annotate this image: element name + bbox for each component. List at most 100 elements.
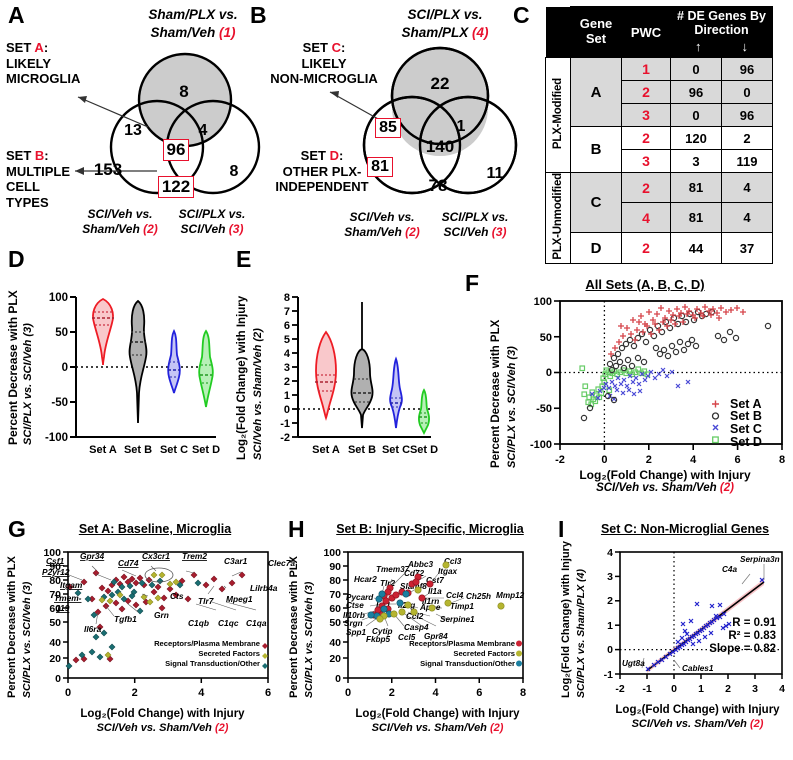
gene-label: Cd72 — [404, 569, 424, 578]
violin-set-b — [128, 299, 148, 424]
svg-text:100: 100 — [43, 547, 61, 559]
panel-b-bottom-right-label: SCI/PLX vs. SCI/Veh (3) — [441, 210, 509, 239]
gene-label: Spp1 — [346, 628, 366, 637]
panel-b-set-d-label: SET D: OTHER PLX- INDEPENDENT — [275, 148, 369, 195]
legend-label: Receptors/Plasma Membrane — [154, 639, 260, 648]
stat-r2: R² = 0.83 — [728, 630, 776, 642]
panel-b-top-label: SCI/PLX vs. Sham/PLX (4) — [401, 7, 489, 41]
cell-up: 44 — [670, 232, 722, 264]
venn-b-count-top-left-box: 85 — [366, 118, 410, 138]
legend-marker-signal — [262, 663, 268, 669]
gene-label: Srgn — [344, 619, 363, 628]
svg-text:-100: -100 — [45, 432, 68, 444]
cell-pwc: 2 — [621, 232, 671, 264]
cell-pwc: 4 — [621, 202, 671, 234]
panel-h-title: Set B: Injury-Specific, Microglia — [336, 522, 524, 536]
svg-text:Set D: Set D — [410, 444, 438, 456]
gene-label: Il1a — [428, 587, 442, 596]
table-row: PLX-Unmodified C 2 81 4 — [545, 171, 773, 264]
svg-text:60: 60 — [329, 603, 341, 615]
gene-label: Ccl2 — [406, 612, 424, 621]
xtick-set-d: Set D — [192, 444, 220, 456]
stat-slope: Slope = 0.82 — [709, 643, 776, 655]
panel-i-xlabel: Log₂(Fold Change) with Injury SCI/Veh vs… — [615, 704, 780, 730]
svg-text:5: 5 — [284, 334, 290, 346]
svg-text:40: 40 — [49, 637, 61, 649]
svg-text:-1: -1 — [642, 683, 651, 695]
cell-down: 96 — [721, 103, 773, 127]
cell-down: 4 — [721, 171, 773, 204]
gene-label: Cst7 — [426, 576, 444, 585]
cell-gene-set: A — [570, 57, 622, 127]
legend-marker-receptor — [262, 643, 268, 649]
panel-h-legend: Receptors/Plasma Membrane Secreted Facto… — [409, 639, 522, 668]
panel-a-top-label: Sham/PLX vs. Sham/Veh (1) — [148, 7, 238, 41]
gene-label: Tgfb1 — [114, 614, 137, 624]
venn-b-count-left-box: 81 — [358, 157, 402, 177]
svg-text:6: 6 — [735, 454, 741, 466]
venn-circle-left — [109, 99, 205, 195]
gene-label: Cd74 — [118, 558, 139, 568]
svg-text:6: 6 — [284, 320, 290, 332]
svg-text:0: 0 — [55, 673, 61, 685]
legend-label: Secreted Factors — [453, 649, 515, 658]
panel-i-stats: R = 0.91 R² = 0.83 Slope = 0.82 — [709, 617, 776, 655]
svg-text:Set A: Set A — [312, 444, 340, 456]
svg-text:4: 4 — [432, 687, 439, 699]
svg-text:90: 90 — [49, 561, 61, 573]
svg-text:2: 2 — [389, 687, 395, 699]
gene-label: Csf1 — [46, 556, 64, 566]
table-header-row: Gene Set PWC # DE Genes By Direction ↑ ↓ — [545, 6, 773, 58]
gene-label: 119 — [56, 603, 70, 613]
violin-set-a — [92, 297, 114, 366]
legend-marker-set-d — [712, 436, 719, 444]
cell-down: 4 — [721, 202, 773, 234]
svg-text:-1: -1 — [280, 418, 290, 430]
panel-c-letter: C — [513, 2, 530, 28]
panel-i-ylabel-2: SCI/PLX vs. Sham/PLX (4) — [575, 569, 587, 698]
gene-label: Itgax — [438, 567, 458, 576]
gene-label: Pycard — [346, 593, 374, 602]
gene-label: Lilrb4a — [250, 583, 278, 593]
gene-label: Il6ra — [84, 624, 102, 634]
svg-text:Set A: Set A — [730, 397, 762, 411]
panel-f-letter: F — [465, 270, 480, 296]
svg-text:8: 8 — [520, 687, 526, 699]
header-gene-set: Gene Set — [570, 6, 622, 58]
svg-text:0: 0 — [335, 673, 341, 685]
panel-b-letter: B — [250, 2, 267, 28]
gene-label: Ch25h — [466, 592, 491, 601]
gene-label: Cts — [170, 591, 184, 601]
panel-g-points — [65, 567, 246, 670]
gene-label: Serpine1 — [440, 615, 475, 624]
legend-marker-receptor — [516, 640, 522, 647]
xtick-set-c: Set C — [160, 444, 188, 456]
svg-text:4: 4 — [690, 454, 697, 466]
cell-up: 120 — [670, 126, 722, 150]
gene-label: Clec7a — [268, 558, 295, 568]
gene-label: Fkbp5 — [366, 635, 391, 644]
svg-text:20: 20 — [329, 653, 341, 665]
cell-pwc: 2 — [621, 80, 671, 104]
gene-label: Ccl3 — [444, 557, 462, 566]
svg-text:0: 0 — [601, 454, 607, 466]
venn-b-count-top-left: 85 — [375, 118, 401, 138]
panel-i-letter: I — [558, 516, 565, 542]
group-label-plx-modified: PLX-Modified — [545, 57, 571, 173]
legend-marker-signal — [516, 660, 522, 667]
cell-up: 81 — [670, 202, 722, 234]
venn-b-count-top-right: 1 — [456, 118, 466, 135]
svg-text:1: 1 — [607, 620, 613, 632]
svg-text:50: 50 — [540, 332, 552, 344]
gene-label: Cytip — [372, 627, 392, 636]
violin-set-c — [389, 356, 403, 429]
panel-g-title: Set A: Baseline, Microglia — [78, 522, 232, 536]
legend-marker-secreted — [516, 650, 522, 657]
gene-label: C1qb — [188, 618, 209, 628]
venn-a-count-bottom-box: 122 — [148, 176, 204, 198]
panel-g-legend: Receptors/Plasma Membrane Secreted Facto… — [154, 639, 268, 669]
svg-text:100: 100 — [323, 547, 341, 559]
gene-label: Il1rn — [422, 597, 439, 606]
up-arrow-icon: ↑ — [695, 38, 702, 54]
svg-text:0: 0 — [284, 404, 290, 416]
